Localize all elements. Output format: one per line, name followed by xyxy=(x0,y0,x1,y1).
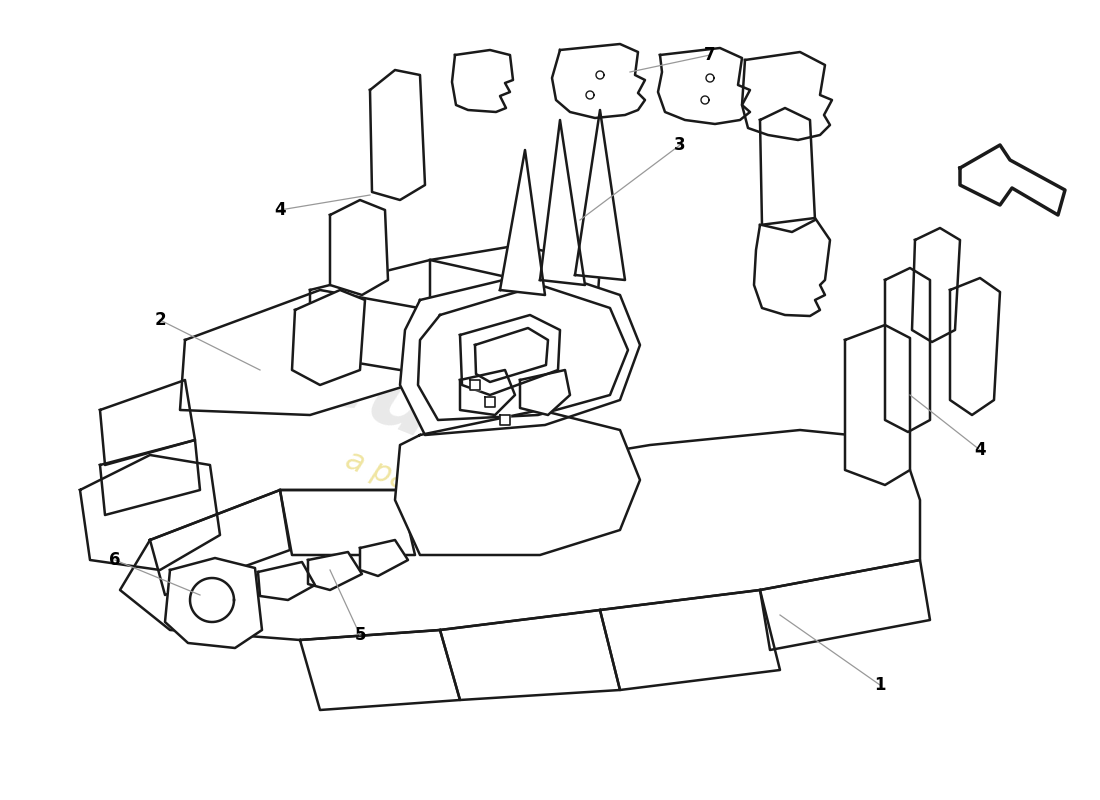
Polygon shape xyxy=(370,70,425,200)
Polygon shape xyxy=(754,218,830,316)
Polygon shape xyxy=(180,290,430,415)
Polygon shape xyxy=(706,74,714,82)
Text: 4: 4 xyxy=(274,201,286,219)
Polygon shape xyxy=(400,270,640,435)
Polygon shape xyxy=(460,315,560,395)
Polygon shape xyxy=(120,430,920,640)
Text: 2: 2 xyxy=(154,311,166,329)
Polygon shape xyxy=(452,50,513,112)
Polygon shape xyxy=(460,370,515,415)
Polygon shape xyxy=(742,52,832,140)
Polygon shape xyxy=(100,440,200,515)
Polygon shape xyxy=(600,590,780,690)
Text: 1: 1 xyxy=(874,676,886,694)
Polygon shape xyxy=(552,44,645,118)
Text: eurospares: eurospares xyxy=(296,326,884,634)
Polygon shape xyxy=(845,325,910,485)
Polygon shape xyxy=(760,560,930,650)
Polygon shape xyxy=(760,108,815,232)
Polygon shape xyxy=(190,578,234,622)
Polygon shape xyxy=(540,120,585,285)
Polygon shape xyxy=(80,455,220,570)
Polygon shape xyxy=(886,268,929,432)
Polygon shape xyxy=(292,290,365,385)
Polygon shape xyxy=(100,380,195,465)
Polygon shape xyxy=(430,245,600,345)
Text: a passion for parts since 1985: a passion for parts since 1985 xyxy=(341,446,779,645)
Polygon shape xyxy=(485,397,495,407)
Polygon shape xyxy=(912,228,960,342)
Polygon shape xyxy=(586,91,594,99)
Polygon shape xyxy=(470,380,480,390)
Polygon shape xyxy=(701,96,710,104)
Text: 3: 3 xyxy=(674,136,685,154)
Text: 7: 7 xyxy=(704,46,716,64)
Polygon shape xyxy=(658,48,750,124)
Polygon shape xyxy=(950,278,1000,415)
Text: 4: 4 xyxy=(975,441,986,459)
Polygon shape xyxy=(418,285,628,420)
Polygon shape xyxy=(500,150,544,295)
Polygon shape xyxy=(575,110,625,280)
Polygon shape xyxy=(258,562,315,600)
Polygon shape xyxy=(150,490,290,595)
Polygon shape xyxy=(475,328,548,382)
Polygon shape xyxy=(165,558,262,648)
Polygon shape xyxy=(520,370,570,415)
Polygon shape xyxy=(500,415,510,425)
Polygon shape xyxy=(310,260,520,375)
Text: 5: 5 xyxy=(354,626,365,644)
Polygon shape xyxy=(360,540,408,576)
Polygon shape xyxy=(300,630,460,710)
Polygon shape xyxy=(395,410,640,555)
Polygon shape xyxy=(596,71,604,79)
Text: 6: 6 xyxy=(109,551,121,569)
Polygon shape xyxy=(280,490,415,555)
Polygon shape xyxy=(330,200,388,295)
Polygon shape xyxy=(960,145,1065,215)
Polygon shape xyxy=(308,552,362,590)
Polygon shape xyxy=(440,610,620,700)
